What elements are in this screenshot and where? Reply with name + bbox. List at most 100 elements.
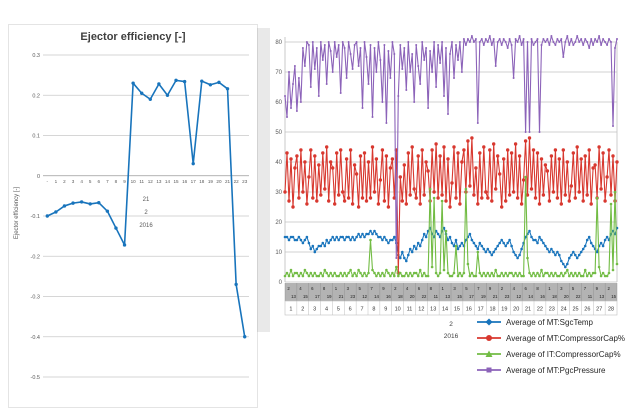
x-tick-label: 17 — [191, 179, 197, 184]
day-label: 3 — [313, 307, 316, 313]
hour-label: 15 — [303, 294, 308, 299]
hour-label: 15 — [457, 294, 462, 299]
pivot-chart-panel[interactable]: 0 10 20 30 40 50 60 70 80 2 4 6 8 1 3 5 7 9 2 4 6 8 1 3 5 7 9 2 4 6 8 1… — [270, 22, 626, 418]
data-point-marker — [105, 209, 110, 213]
hour-label: 16 — [540, 294, 545, 299]
day-label: 5 — [337, 307, 340, 313]
hour-label: 13 — [599, 294, 604, 299]
y-tick-label: 0.1 — [32, 134, 40, 140]
day-label: 9 — [384, 307, 387, 313]
hour-label: 21 — [339, 294, 344, 299]
chart-title: Ejector efficiency [-] — [80, 31, 186, 43]
series-average-of-mt-compressorcap- — [283, 136, 619, 275]
hour-label: 5 — [359, 286, 362, 291]
hour-label: 19 — [481, 294, 486, 299]
day-label: 2 — [301, 307, 304, 313]
legend-item[interactable]: Average of MT:PgcPressure — [476, 362, 626, 378]
y-tick-label: 0.3 — [32, 53, 40, 59]
hour-label: 6 — [418, 286, 421, 291]
ejector-efficiency-chart[interactable]: Ejector efficiency [-] Ejector efficienc… — [8, 24, 258, 408]
hour-label: 20 — [564, 294, 569, 299]
day-label: 14 — [442, 307, 448, 313]
day-label: 25 — [572, 307, 578, 313]
hour-label: 8 — [430, 286, 433, 291]
x-tick-label: 15 — [173, 179, 179, 184]
x-tick-label: 1 — [55, 179, 58, 184]
hour-label: 17 — [315, 294, 320, 299]
ejector-efficiency-series — [45, 78, 247, 339]
hour-label: 4 — [513, 286, 516, 291]
hour-label: 22 — [422, 294, 427, 299]
x-tick-label: 13 — [156, 179, 162, 184]
x-tick-label: 23 — [242, 179, 248, 184]
day-label: 11 — [407, 307, 413, 313]
data-point-marker — [114, 226, 118, 230]
hour-label: 13 — [291, 294, 296, 299]
x-group-label: 2016 — [139, 223, 153, 229]
hour-label: 20 — [410, 294, 415, 299]
data-point-marker — [157, 82, 161, 86]
hour-label: 16 — [386, 294, 391, 299]
hour-label: 14 — [528, 294, 533, 299]
data-point-marker — [79, 200, 84, 204]
y-tick-label: 50 — [275, 130, 282, 136]
legend-item[interactable]: Average of MT:CompressorCap% — [476, 330, 626, 346]
x-tick-label: - — [47, 179, 49, 184]
data-point-marker — [45, 214, 49, 218]
hour-label: 8 — [536, 286, 539, 291]
hour-label: 6 — [525, 286, 528, 291]
chart-legend: Average of MT:SgcTemp Average of MT:Compr… — [476, 314, 626, 378]
hour-label: 2 — [287, 286, 290, 291]
y-tick-label: 80 — [275, 40, 282, 46]
hour-label: 3 — [560, 286, 563, 291]
x-tick-label: 6 — [98, 179, 101, 184]
data-point-marker — [208, 83, 213, 87]
data-point-marker — [131, 81, 135, 85]
hour-label: 8 — [323, 286, 326, 291]
hour-label: 1 — [548, 286, 551, 291]
x-tick-label: 9 — [123, 179, 126, 184]
x-tick-label: 20 — [216, 179, 222, 184]
series-average-of-mt-sgctemp — [283, 226, 619, 269]
y-tick-label: 10 — [275, 250, 282, 256]
legend-marker-square-icon — [477, 367, 501, 373]
day-label: 15 — [454, 307, 460, 313]
y-tick-label: 60 — [275, 100, 282, 106]
legend-item[interactable]: Average of IT:CompressorCap% — [476, 346, 626, 362]
month-label: 2 — [449, 321, 453, 328]
data-point-marker — [174, 78, 178, 83]
hour-label: 11 — [434, 294, 439, 299]
legend-item[interactable]: Average of MT:SgcTemp — [476, 314, 626, 330]
pane-divider — [257, 28, 271, 332]
hour-axis-band: 2 4 6 8 1 3 5 7 9 2 4 6 8 1 3 5 7 9 2 4 6 8 1 3 5 7 9 213 15 17 19 21 23… — [284, 283, 618, 301]
day-label: 21 — [525, 307, 531, 313]
data-point-marker — [88, 202, 92, 206]
hour-label: 7 — [477, 286, 480, 291]
hour-label: 3 — [453, 286, 456, 291]
series-average-of-it-compressorcap- — [283, 175, 619, 278]
y-tick-label: -0.5 — [31, 375, 40, 381]
hour-label: 6 — [311, 286, 314, 291]
data-point-marker — [97, 201, 101, 205]
data-point-marker — [243, 335, 247, 339]
y-tick-label: 30 — [275, 190, 282, 196]
hour-label: 4 — [406, 286, 409, 291]
x-tick-label: 7 — [106, 179, 109, 184]
y-tick-label: 40 — [275, 160, 282, 166]
left-chart-grid: 0.3 0.2 0.1 0 -0.1 -0.2 -0.3 -0.4 -0.5 — [31, 53, 249, 381]
hour-label: 11 — [588, 294, 593, 299]
hour-label: 15 — [611, 294, 616, 299]
hour-label: 12 — [516, 294, 521, 299]
day-label: 22 — [537, 307, 543, 313]
x-tick-label: 8 — [115, 179, 118, 184]
y-tick-label: 0 — [37, 174, 40, 180]
series-average-of-mt-pgcpressure — [284, 35, 618, 259]
data-point-marker — [225, 87, 230, 91]
hour-label: 3 — [347, 286, 350, 291]
day-label: 13 — [430, 307, 436, 313]
day-label: 19 — [501, 307, 507, 313]
hour-label: 18 — [398, 294, 403, 299]
x-tick-label: 12 — [148, 179, 154, 184]
hour-label: 23 — [505, 294, 510, 299]
hour-label: 19 — [327, 294, 332, 299]
